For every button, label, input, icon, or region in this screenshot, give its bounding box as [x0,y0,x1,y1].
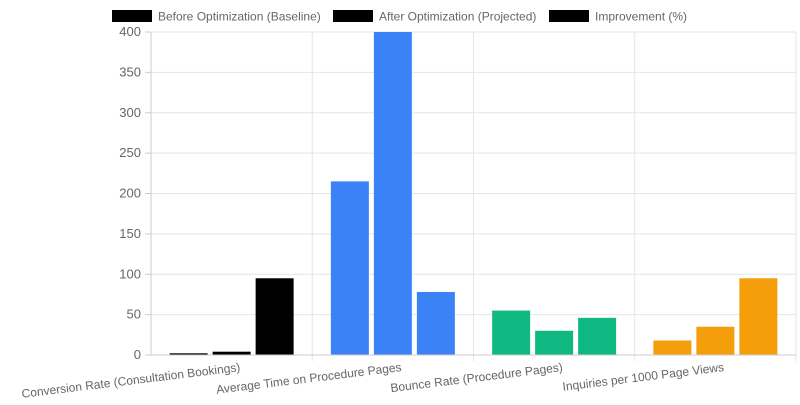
y-tick-label: 400 [119,24,141,39]
y-tick-label: 300 [119,105,141,120]
legend-swatch [333,10,373,22]
y-tick-label: 100 [119,266,141,281]
legend-swatch [549,10,589,22]
y-tick-label: 200 [119,186,141,201]
bar[interactable] [739,278,778,355]
y-axis: 0 50 100 150 200 250 300 350 400 [119,24,152,362]
legend-item[interactable]: Before Optimization (Baseline) [112,10,321,24]
bar[interactable] [373,32,412,355]
legend-label: Improvement (%) [595,10,687,24]
bar[interactable] [653,340,692,355]
y-tick-label: 50 [127,307,141,322]
legend-label: Before Optimization (Baseline) [158,10,321,24]
legend-swatch [112,10,152,22]
x-tick-label: Average Time on Procedure Pages [215,360,402,397]
bar[interactable] [578,317,617,355]
x-tick-label: Conversion Rate (Consultation Bookings) [21,360,241,400]
bar[interactable] [535,330,574,355]
y-tick-label: 250 [119,145,141,160]
legend-item[interactable]: After Optimization (Projected) [333,10,536,24]
y-tick-label: 350 [119,64,141,79]
bar[interactable] [696,326,735,355]
legend: Before Optimization (Baseline) After Opti… [112,10,687,24]
legend-label: After Optimization (Projected) [379,10,536,24]
y-tick-label: 0 [134,347,141,362]
grid [150,31,797,361]
legend-item[interactable]: Improvement (%) [549,10,687,24]
y-tick-label: 150 [119,226,141,241]
bar[interactable] [330,181,369,355]
bar[interactable] [416,292,455,355]
bar[interactable] [492,310,531,355]
x-tick-label: Inquiries per 1000 Page Views [562,360,725,394]
bar[interactable] [212,351,251,355]
bar[interactable] [255,278,294,355]
bar[interactable] [169,353,208,355]
x-tick-label: Bounce Rate (Procedure Pages) [390,360,564,395]
bars [169,32,778,355]
